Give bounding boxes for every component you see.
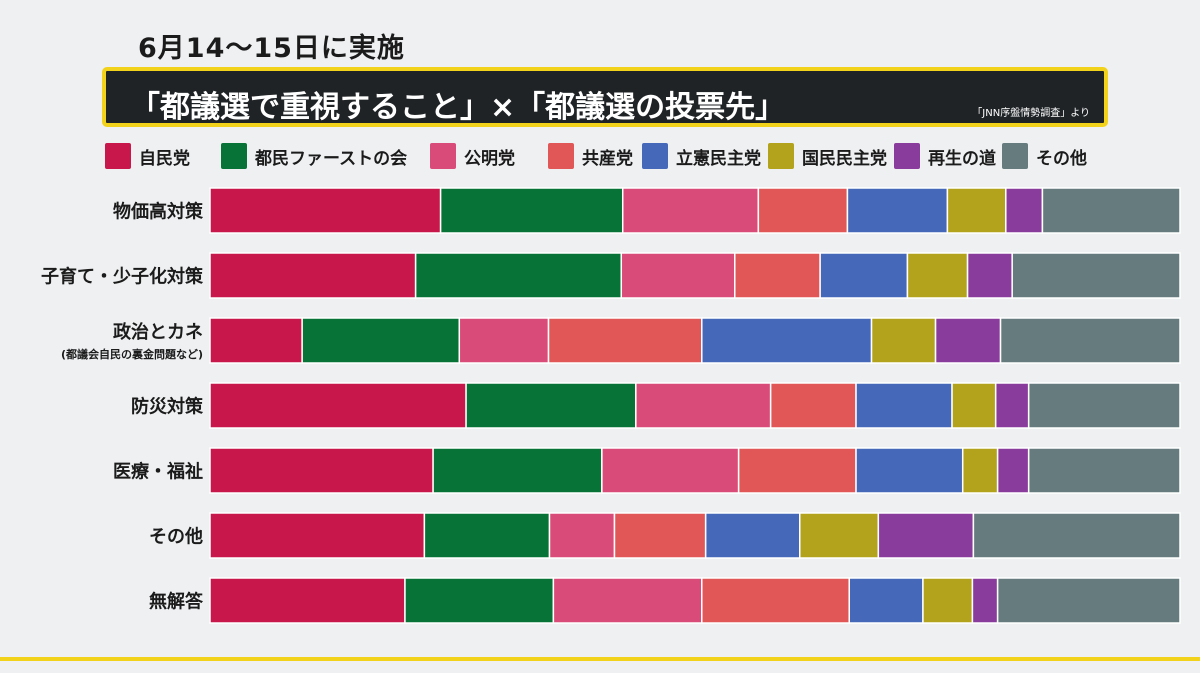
bar-segment bbox=[1041, 187, 1181, 234]
legend-swatch bbox=[894, 143, 920, 169]
legend-swatch bbox=[105, 143, 131, 169]
bar-segment bbox=[972, 512, 1181, 559]
bar-segment bbox=[996, 447, 1030, 494]
bar-segment bbox=[414, 252, 623, 299]
category-label: 物価高対策 bbox=[113, 201, 204, 223]
bar-segment bbox=[465, 382, 637, 429]
bar-segment bbox=[1011, 252, 1181, 299]
bar-segment bbox=[757, 187, 849, 234]
legend-item: 公明党 bbox=[430, 141, 515, 171]
bar-segment bbox=[877, 512, 975, 559]
bar-segment bbox=[819, 252, 909, 299]
bar-segment bbox=[209, 447, 434, 494]
legend: 自民党 都民ファーストの会 公明党 共産党 立憲民主党 国民民主党 再生の道 その他 bbox=[105, 141, 1195, 171]
bar-segment bbox=[996, 577, 1181, 624]
bar-segment bbox=[734, 252, 821, 299]
bar-segment bbox=[209, 317, 303, 364]
bar-segment bbox=[432, 447, 603, 494]
legend-swatch bbox=[221, 143, 247, 169]
bar-segment bbox=[934, 317, 1002, 364]
bar-segment bbox=[922, 577, 974, 624]
legend-label: 自民党 bbox=[139, 148, 190, 169]
legend-item: 立憲民主党 bbox=[642, 141, 761, 171]
legend-label: 再生の道 bbox=[928, 148, 996, 169]
legend-swatch bbox=[768, 143, 794, 169]
bar-segment bbox=[951, 382, 997, 429]
legend-swatch bbox=[642, 143, 668, 169]
bar-segment bbox=[548, 512, 616, 559]
category-sublabel: (都議会自民の裏金問題など) bbox=[61, 347, 203, 361]
bar-segment bbox=[635, 382, 772, 429]
category-label: その他 bbox=[149, 526, 203, 548]
source-note: 「JNN序盤情勢調査」より bbox=[972, 108, 1090, 119]
category-label: 子育て・少子化対策 bbox=[41, 266, 204, 288]
bar-segment bbox=[994, 382, 1030, 429]
legend-label: 公明党 bbox=[464, 148, 515, 169]
bar-segment bbox=[855, 382, 953, 429]
category-label: 医療・福祉 bbox=[113, 461, 203, 483]
bar-segment bbox=[701, 577, 850, 624]
legend-item: 国民民主党 bbox=[768, 141, 887, 171]
bar-segment bbox=[209, 512, 426, 559]
bar-segment bbox=[946, 187, 1007, 234]
survey-date: 6月14～15日に実施 bbox=[138, 33, 405, 64]
bar-segment bbox=[769, 382, 857, 429]
bar-segment bbox=[846, 187, 949, 234]
bottom-accent-line bbox=[0, 657, 1200, 661]
bar-segment bbox=[701, 317, 873, 364]
bar-segment bbox=[1027, 447, 1181, 494]
bar-segment bbox=[737, 447, 857, 494]
bar-segment bbox=[404, 577, 555, 624]
bar-segment bbox=[209, 577, 406, 624]
bar-segment bbox=[704, 512, 801, 559]
title-banner: 「都議選で重視すること」×「都議選の投票先」 「JNN序盤情勢調査」より bbox=[102, 67, 1108, 127]
bar-segment bbox=[870, 317, 937, 364]
bar-segment bbox=[209, 382, 467, 429]
bar-segment bbox=[799, 512, 880, 559]
bar-segment bbox=[423, 512, 551, 559]
bar-segment bbox=[1027, 382, 1181, 429]
bar-segment bbox=[848, 577, 924, 624]
bar-segment bbox=[1005, 187, 1044, 234]
legend-label: 国民民主党 bbox=[802, 148, 887, 169]
bar-segment bbox=[855, 447, 964, 494]
bar-segment bbox=[439, 187, 624, 234]
legend-label: その他 bbox=[1036, 148, 1087, 169]
bar-segment bbox=[999, 317, 1181, 364]
legend-swatch bbox=[430, 143, 456, 169]
bar-segment bbox=[458, 317, 550, 364]
bar-segment bbox=[209, 187, 442, 234]
legend-item: 自民党 bbox=[105, 141, 190, 171]
category-label: 無解答 bbox=[149, 591, 204, 613]
bar-segment bbox=[601, 447, 740, 494]
legend-item: 都民ファーストの会 bbox=[221, 141, 407, 171]
bar-segment bbox=[209, 252, 417, 299]
category-label: 防災対策 bbox=[131, 396, 204, 418]
legend-item: 再生の道 bbox=[894, 141, 996, 171]
legend-item: 共産党 bbox=[548, 141, 633, 171]
legend-swatch bbox=[1002, 143, 1028, 169]
category-label: 政治とカネ bbox=[113, 321, 203, 343]
bar-segment bbox=[971, 577, 999, 624]
bar-segment bbox=[620, 252, 736, 299]
bar-segment bbox=[301, 317, 461, 364]
legend-swatch bbox=[548, 143, 574, 169]
legend-label: 都民ファーストの会 bbox=[255, 148, 408, 169]
bar-segment bbox=[547, 317, 703, 364]
bar-segment bbox=[613, 512, 707, 559]
legend-label: 共産党 bbox=[582, 148, 633, 169]
chart-title: 「都議選で重視すること」×「都議選の投票先」 bbox=[130, 90, 786, 125]
legend-label: 立憲民主党 bbox=[676, 148, 761, 169]
bar-segment bbox=[961, 447, 999, 494]
bar-segment bbox=[906, 252, 969, 299]
bar-segment bbox=[552, 577, 703, 624]
bar-segment bbox=[621, 187, 760, 234]
legend-item: その他 bbox=[1002, 141, 1087, 171]
bar-segment bbox=[966, 252, 1013, 299]
